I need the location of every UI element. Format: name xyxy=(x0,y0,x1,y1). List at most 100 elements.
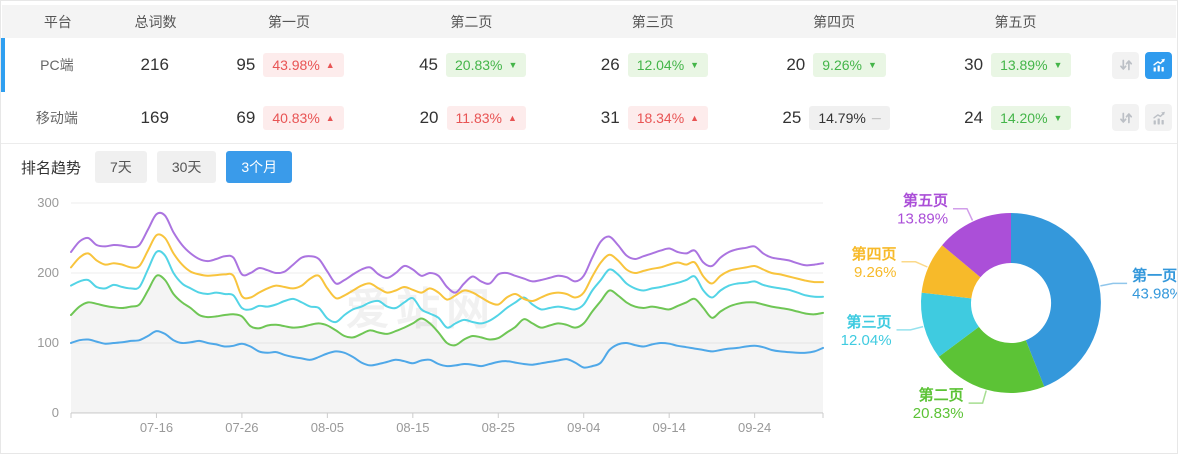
trend-chart-button[interactable] xyxy=(1145,104,1173,131)
keyword-count: 30 xyxy=(964,55,984,74)
trend-arrow-icon: ▼ xyxy=(867,60,877,70)
col-header-platform: 平台 xyxy=(43,13,72,30)
svg-text:第二页: 第二页 xyxy=(919,386,964,404)
trend-badge: 11.83% ▲ xyxy=(446,105,526,130)
platform-name: PC端 xyxy=(40,57,74,73)
total-keywords: 216 xyxy=(140,55,169,74)
trend-badge: 14.79% — xyxy=(809,105,890,130)
tab-3-months[interactable]: 3个月 xyxy=(226,151,293,183)
svg-text:12.04%: 12.04% xyxy=(841,332,892,349)
tab-30-days[interactable]: 30天 xyxy=(156,151,217,183)
keyword-count: 95 xyxy=(236,55,256,74)
trend-section-title: 排名趋势 xyxy=(21,159,82,177)
total-keywords: 169 xyxy=(140,107,169,127)
svg-text:第四页: 第四页 xyxy=(851,245,896,263)
keyword-count: 31 xyxy=(600,107,620,127)
trend-chart-button[interactable] xyxy=(1145,51,1173,79)
svg-text:43.98%: 43.98% xyxy=(1132,285,1178,302)
page1-cell: 69 40.83% ▲ xyxy=(197,105,381,130)
svg-text:08-25: 08-25 xyxy=(482,420,515,435)
trend-percent: 14.79% xyxy=(818,109,866,126)
svg-text:07-26: 07-26 xyxy=(225,420,258,435)
table-row-mobile[interactable]: 移动端 169 69 40.83% ▲ 20 11.83% ▲ 31 18.34% ▲… xyxy=(1,92,1177,144)
trend-badge: 13.89% ▼ xyxy=(991,53,1072,77)
svg-text:07-16: 07-16 xyxy=(140,420,173,435)
page3-cell: 26 12.04% ▼ xyxy=(562,53,744,77)
trend-percent: 18.34% xyxy=(636,109,685,126)
row-actions xyxy=(1107,104,1177,131)
row-actions xyxy=(1107,51,1177,79)
trend-percent: 9.26% xyxy=(822,57,862,73)
svg-text:09-14: 09-14 xyxy=(653,420,686,435)
col-header-page3: 第三页 xyxy=(631,13,674,30)
page2-cell: 45 20.83% ▼ xyxy=(380,53,562,77)
svg-text:第一页: 第一页 xyxy=(1132,266,1177,284)
page1-cell: 95 43.98% ▲ xyxy=(197,53,381,77)
page3-cell: 31 18.34% ▲ xyxy=(562,105,744,130)
svg-text:200: 200 xyxy=(37,265,59,280)
keyword-count: 45 xyxy=(419,55,438,74)
table-row-pc[interactable]: PC端 216 95 43.98% ▲ 45 20.83% ▼ 26 12.04% ▼… xyxy=(1,38,1177,93)
trend-badge: 14.20% ▼ xyxy=(991,105,1072,130)
col-header-page4: 第四页 xyxy=(813,13,856,30)
trend-percent: 12.04% xyxy=(636,57,685,73)
svg-text:第三页: 第三页 xyxy=(847,313,892,331)
svg-text:08-05: 08-05 xyxy=(311,420,344,435)
trend-arrow-icon: ▼ xyxy=(508,60,518,70)
col-header-page2: 第二页 xyxy=(450,13,493,30)
trend-badge: 18.34% ▲ xyxy=(627,105,709,130)
tab-7-days[interactable]: 7天 xyxy=(95,151,147,183)
sort-arrows-icon xyxy=(1119,59,1132,71)
trend-arrow-icon: — xyxy=(871,112,881,123)
keyword-count: 20 xyxy=(786,55,806,74)
trend-percent: 40.83% xyxy=(272,109,320,126)
trend-badge: 43.98% ▲ xyxy=(263,53,344,77)
sort-compare-button[interactable] xyxy=(1112,104,1140,131)
trend-percent: 43.98% xyxy=(272,57,320,73)
keyword-count: 24 xyxy=(964,107,984,127)
page4-cell: 25 14.79% — xyxy=(744,105,926,130)
trend-arrow-icon: ▲ xyxy=(325,112,335,123)
svg-text:09-04: 09-04 xyxy=(567,420,600,435)
sort-arrows-icon xyxy=(1119,112,1132,123)
svg-text:100: 100 xyxy=(37,335,59,350)
platform-name: 移动端 xyxy=(35,109,78,126)
trend-badge: 9.26% ▼ xyxy=(813,53,886,77)
trend-percent: 20.83% xyxy=(455,57,503,73)
page2-cell: 20 11.83% ▲ xyxy=(380,105,562,130)
table-header: 平台 总词数 第一页 第二页 第三页 第四页 第五页 xyxy=(2,5,1176,38)
trend-arrow-icon: ▼ xyxy=(690,60,700,70)
page5-cell: 30 13.89% ▼ xyxy=(925,53,1107,77)
sort-compare-button[interactable] xyxy=(1112,51,1140,79)
trend-arrow-icon: ▲ xyxy=(325,60,335,70)
trend-badge: 20.83% ▼ xyxy=(446,53,527,77)
svg-text:0: 0 xyxy=(52,405,59,420)
svg-text:09-24: 09-24 xyxy=(738,420,771,435)
trend-percent: 14.20% xyxy=(1000,109,1048,126)
page4-cell: 20 9.26% ▼ xyxy=(744,53,926,77)
keyword-count: 26 xyxy=(600,55,620,74)
col-header-page5: 第五页 xyxy=(994,13,1037,30)
rank-trend-line-chart: 0 100 200 300 07-16 07-26 08-05 08-15 08-25 09-04… xyxy=(37,195,824,435)
trend-chart-icon xyxy=(1152,58,1165,72)
svg-text:第五页: 第五页 xyxy=(903,192,948,210)
trend-arrow-icon: ▲ xyxy=(507,112,517,123)
trend-arrow-icon: ▼ xyxy=(1053,112,1063,123)
keyword-count: 20 xyxy=(419,107,439,127)
trend-toolbar: 排名趋势 7天 30天 3个月 xyxy=(21,151,293,183)
trend-percent: 11.83% xyxy=(455,109,502,126)
svg-text:13.89%: 13.89% xyxy=(897,211,948,228)
keyword-count: 69 xyxy=(236,107,256,127)
trend-chart-icon xyxy=(1152,111,1165,124)
svg-text:300: 300 xyxy=(37,195,59,210)
col-header-page1: 第一页 xyxy=(268,13,311,30)
svg-text:9.26%: 9.26% xyxy=(854,264,897,281)
trend-arrow-icon: ▲ xyxy=(690,112,700,123)
svg-text:20.83%: 20.83% xyxy=(913,405,964,422)
trend-badge: 40.83% ▲ xyxy=(263,105,344,130)
trend-arrow-icon: ▼ xyxy=(1053,60,1063,70)
col-header-total-words: 总词数 xyxy=(134,13,177,30)
page5-cell: 24 14.20% ▼ xyxy=(925,105,1107,130)
svg-text:08-15: 08-15 xyxy=(396,420,429,435)
